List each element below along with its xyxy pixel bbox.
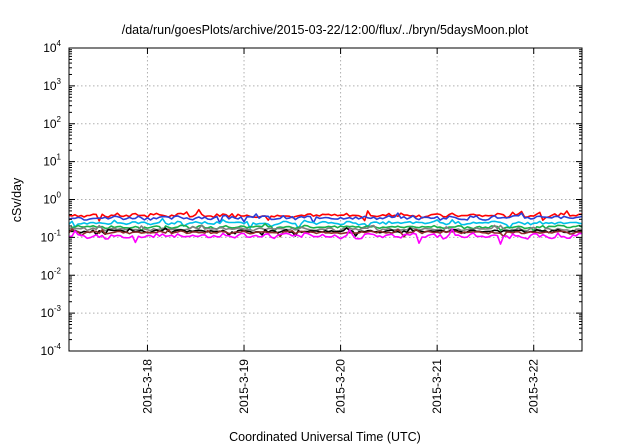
y-tick-base: 10 bbox=[43, 41, 57, 55]
y-tick-label: 10-3 bbox=[41, 304, 62, 320]
y-tick-base: 10 bbox=[43, 155, 57, 169]
y-tick-label: 100 bbox=[43, 191, 61, 207]
y-tick-exponent: -1 bbox=[54, 228, 62, 237]
x-tick-label: 2015-3-18 bbox=[140, 359, 154, 414]
series-line bbox=[68, 228, 583, 238]
data-series bbox=[68, 208, 583, 245]
grid-lines bbox=[69, 48, 582, 351]
y-tick-exponent: 3 bbox=[57, 77, 62, 86]
y-tick-base: 10 bbox=[41, 306, 55, 320]
x-axis-title: Coordinated Universal Time (UTC) bbox=[229, 430, 421, 444]
x-tick-label: 2015-3-20 bbox=[334, 359, 348, 414]
y-tick-exponent: -4 bbox=[54, 342, 62, 351]
y-tick-label: 10-4 bbox=[41, 342, 62, 358]
y-tick-exponent: 0 bbox=[57, 191, 62, 200]
y-tick-label: 10-1 bbox=[41, 228, 62, 244]
y-tick-label: 104 bbox=[43, 39, 61, 55]
y-tick-base: 10 bbox=[41, 230, 55, 244]
x-tick-label: 2015-3-19 bbox=[237, 359, 251, 414]
y-tick-exponent: -3 bbox=[54, 304, 62, 313]
y-tick-base: 10 bbox=[43, 79, 57, 93]
y-tick-exponent: 1 bbox=[57, 153, 62, 162]
series-line bbox=[68, 212, 583, 224]
x-tick-label: 2015-3-21 bbox=[430, 359, 444, 414]
y-tick-label: 10-2 bbox=[41, 266, 62, 282]
series-line bbox=[68, 208, 583, 222]
axis-ticks: 10-410-310-210-11001011021031042015-3-18… bbox=[41, 39, 582, 414]
y-tick-label: 101 bbox=[43, 153, 61, 169]
y-tick-label: 102 bbox=[43, 115, 61, 131]
chart-title: /data/run/goesPlots/archive/2015-03-22/1… bbox=[122, 23, 529, 37]
y-axis-title: cSv/day bbox=[10, 177, 24, 222]
y-tick-label: 103 bbox=[43, 77, 61, 93]
y-tick-base: 10 bbox=[43, 193, 57, 207]
y-tick-exponent: 4 bbox=[57, 39, 62, 48]
series-line bbox=[68, 228, 583, 245]
y-tick-exponent: 2 bbox=[57, 115, 62, 124]
x-tick-label: 2015-3-22 bbox=[527, 359, 541, 414]
y-tick-base: 10 bbox=[41, 268, 55, 282]
series-line bbox=[68, 227, 583, 237]
y-tick-base: 10 bbox=[43, 117, 57, 131]
y-tick-base: 10 bbox=[41, 344, 55, 358]
y-tick-exponent: -2 bbox=[54, 266, 62, 275]
series-line bbox=[68, 217, 583, 230]
series-line bbox=[68, 224, 583, 233]
